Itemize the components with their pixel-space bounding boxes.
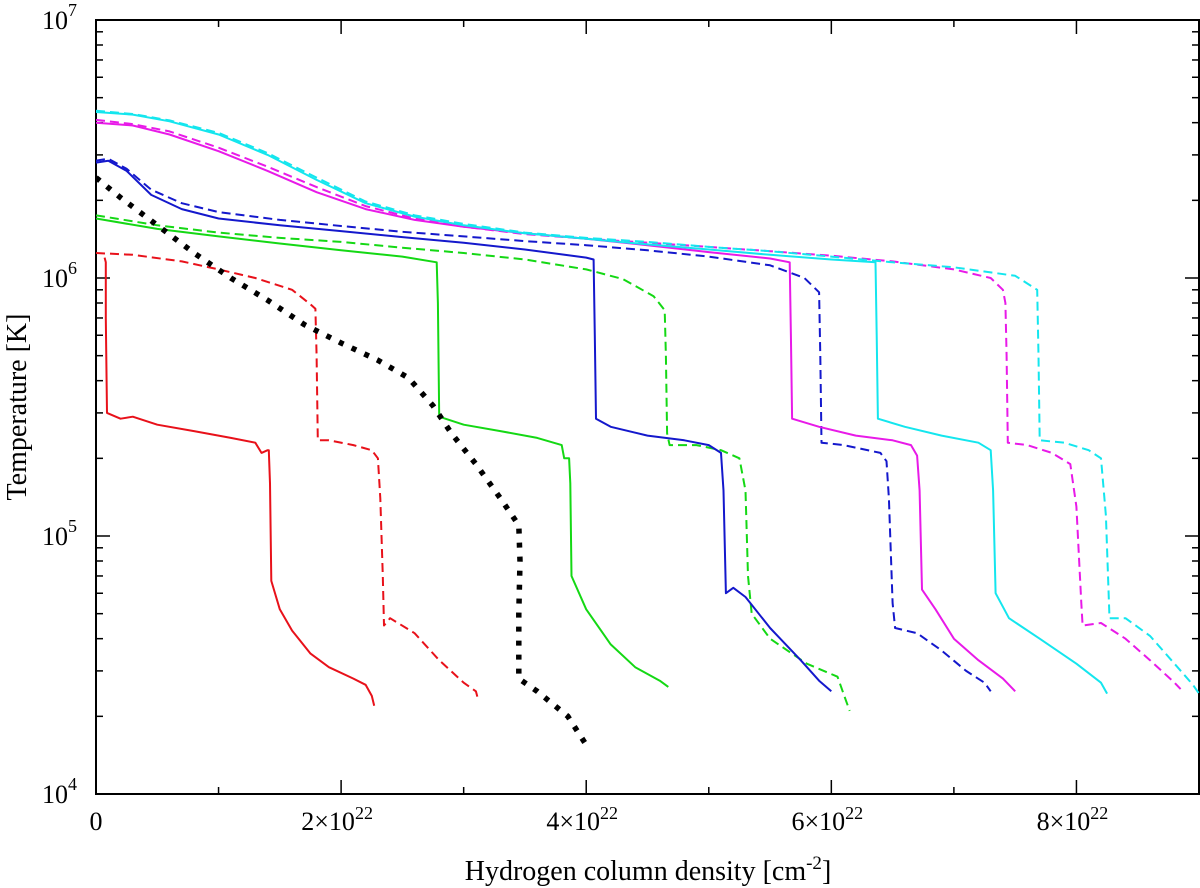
x-tick-label: 0	[90, 807, 103, 836]
series-line-blue-dashed	[96, 157, 992, 692]
series-line-cyan-solid	[96, 111, 1108, 695]
series-line-green-solid	[96, 217, 669, 688]
x-axis-label: Hydrogen column density [cm-2]	[465, 853, 832, 887]
series-line-cyan-dashed	[96, 109, 1200, 695]
plot-frame	[95, 19, 1200, 795]
y-tick-label: 106	[42, 258, 77, 293]
series-line-blue-solid	[96, 159, 832, 693]
series-line-magenta-dashed	[96, 118, 1182, 690]
tick-labels: 0 2×1022 4×1022 6×1022 8×1022 104 105 106 107	[42, 0, 1108, 836]
series-line-red-dashed	[96, 252, 480, 701]
series-line-magenta-solid	[96, 121, 1016, 692]
x-tick-label: 4×1022	[546, 803, 618, 836]
x-tick-label: 2×1022	[301, 803, 373, 836]
series-line-black-dotted	[96, 175, 592, 751]
x-tick-label: 8×1022	[1037, 803, 1109, 836]
series-line-red-solid	[103, 257, 376, 706]
x-tick-label: 6×1022	[791, 803, 863, 836]
y-tick-label: 105	[42, 516, 77, 551]
series-layer	[96, 109, 1200, 751]
y-tick-label: 107	[42, 0, 77, 35]
y-tick-label: 104	[42, 774, 77, 809]
axis-ticks	[95, 20, 1200, 795]
series-line-green-dashed	[96, 214, 851, 712]
y-axis-label: Temperature [K]	[2, 314, 33, 501]
